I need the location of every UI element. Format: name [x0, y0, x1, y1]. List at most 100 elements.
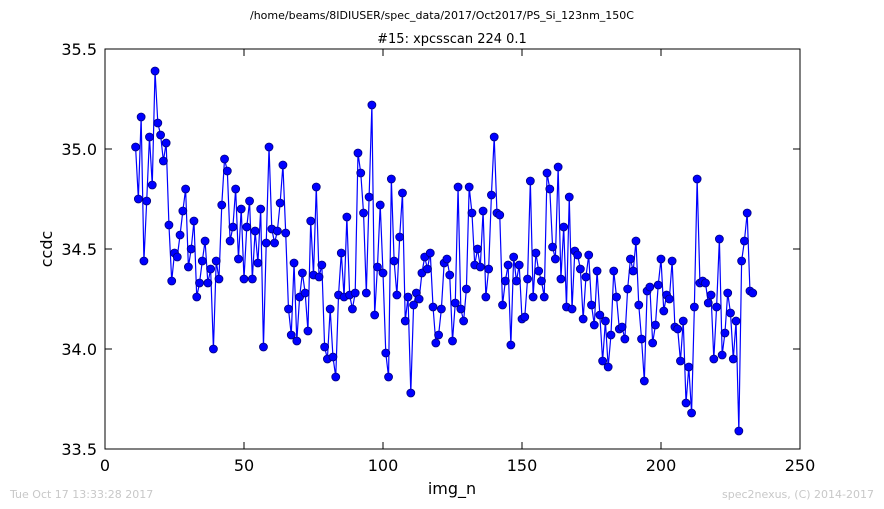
data-point: [681, 398, 691, 408]
data-point: [356, 168, 366, 178]
data-point: [220, 154, 229, 164]
data-point: [539, 292, 549, 302]
data-point: [717, 350, 727, 360]
data-point: [361, 288, 371, 298]
data-point: [200, 236, 210, 246]
data-point: [740, 236, 749, 246]
data-point: [723, 288, 733, 298]
data-point: [578, 314, 588, 324]
footer-credit: spec2nexus, (C) 2014-2017: [722, 488, 874, 501]
data-point: [286, 330, 296, 340]
data-point: [664, 294, 674, 304]
data-point: [742, 208, 752, 218]
data-point: [264, 142, 274, 152]
data-point: [487, 190, 496, 200]
data-point: [434, 330, 444, 340]
data-point: [234, 254, 243, 264]
data-point: [442, 254, 452, 264]
data-point: [303, 326, 313, 336]
data-point: [186, 244, 196, 254]
data-point: [676, 356, 685, 366]
data-point: [542, 168, 552, 178]
data-point: [498, 300, 507, 310]
data-point: [153, 118, 163, 128]
data-point: [228, 222, 238, 232]
ticks-layer: 0 50 100 150 200 250 33.5 34.0 34.5 35.0 35.5: [61, 40, 815, 475]
data-point: [136, 112, 146, 122]
data-point: [601, 316, 610, 326]
data-point: [473, 244, 482, 254]
data-point: [528, 292, 538, 302]
data-point: [623, 284, 633, 294]
data-point: [189, 216, 199, 226]
data-point: [272, 226, 282, 236]
data-point: [631, 236, 641, 246]
data-point: [428, 302, 438, 312]
data-point: [537, 276, 546, 286]
data-point: [503, 260, 513, 270]
data-point: [651, 320, 660, 330]
data-point: [461, 284, 471, 294]
y-tick-label: 33.5: [61, 440, 97, 459]
data-point: [456, 304, 466, 314]
data-point: [731, 316, 741, 326]
data-point: [581, 272, 591, 282]
data-point: [637, 334, 646, 344]
data-point: [645, 282, 655, 292]
data-point: [687, 408, 696, 418]
data-point: [617, 322, 627, 332]
data-point: [261, 238, 271, 248]
y-tick-label: 34.0: [61, 340, 97, 359]
data-point: [242, 222, 252, 232]
data-point: [478, 206, 488, 216]
data-point: [484, 264, 494, 274]
data-point: [270, 238, 279, 248]
data-point: [525, 176, 535, 186]
data-point: [373, 262, 382, 272]
data-point: [131, 142, 140, 152]
figure-suptitle: /home/beams/8IDIUSER/spec_data/2017/Oct2…: [250, 9, 634, 22]
data-point: [520, 312, 530, 322]
data-point: [370, 310, 380, 320]
data-point: [133, 194, 143, 204]
data-point: [278, 160, 288, 170]
data-point: [161, 138, 171, 148]
data-point: [575, 264, 585, 274]
data-point: [231, 184, 241, 194]
data-point: [712, 302, 721, 312]
data-point: [328, 352, 338, 362]
data-point: [314, 272, 324, 282]
x-tick-label: 100: [368, 456, 399, 475]
data-point: [595, 310, 605, 320]
data-point: [217, 200, 227, 210]
data-point: [737, 256, 747, 266]
data-point: [236, 204, 246, 214]
data-point: [300, 288, 310, 298]
data-point: [256, 204, 266, 214]
data-point: [386, 174, 396, 184]
data-point: [436, 304, 446, 314]
data-point: [467, 208, 477, 218]
data-point: [175, 230, 185, 240]
data-point: [609, 266, 619, 276]
data-point: [311, 182, 321, 192]
data-point: [392, 290, 402, 300]
data-point: [584, 250, 594, 260]
data-point: [389, 256, 399, 266]
data-point: [589, 320, 599, 330]
data-point: [748, 288, 758, 298]
data-point: [211, 256, 221, 266]
data-point: [559, 222, 569, 232]
data-point: [612, 292, 621, 302]
data-point: [598, 356, 608, 366]
data-point: [481, 292, 491, 302]
data-point: [348, 304, 357, 314]
x-axis-label: img_n: [428, 479, 476, 499]
data-point: [653, 280, 663, 290]
data-point: [667, 256, 677, 266]
data-point: [206, 264, 216, 274]
data-point: [425, 248, 435, 258]
data-point: [142, 196, 152, 206]
data-point: [325, 304, 335, 314]
data-point: [431, 338, 441, 348]
